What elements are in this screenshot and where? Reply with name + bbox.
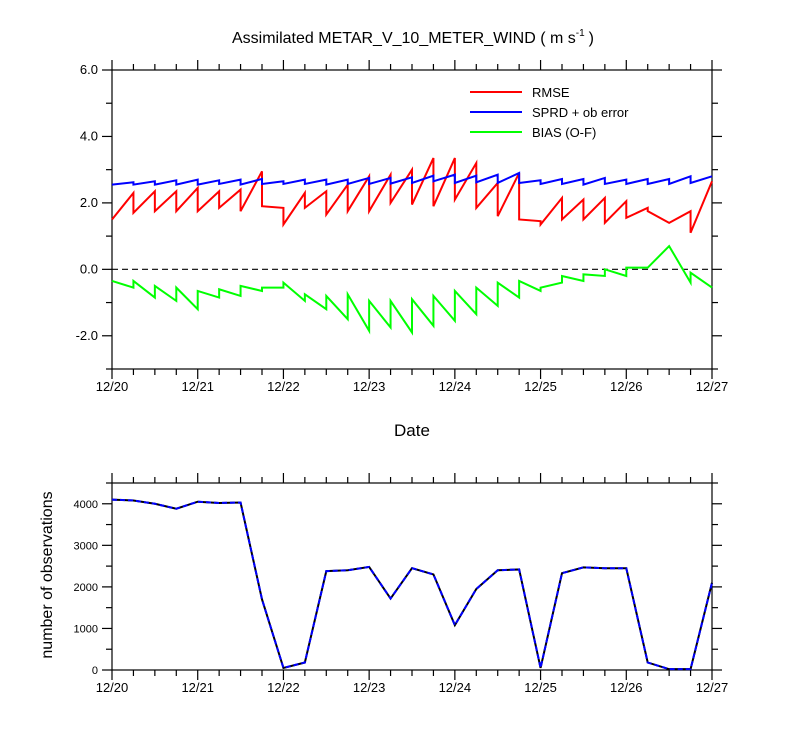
chart-title-superscript: -1 [576,28,585,39]
x-tick-label: 12/23 [353,379,386,394]
x-tick-label: 12/23 [353,680,386,695]
observations-line [111,498,713,671]
sprd-ob-error-line [111,171,713,186]
y-axis-label: number of observations [39,491,56,658]
y-tick-label: 0.0 [80,261,98,276]
x-tick-label: 12/26 [610,680,643,695]
chart-title-close: ) [589,30,594,47]
legend-label: RMSE [532,85,570,100]
x-tick-label: 12/22 [267,379,300,394]
x-tick-label: 12/27 [696,680,729,695]
plot-frame [111,482,713,671]
x-tick-label: 12/27 [696,379,729,394]
x-tick-label: 12/25 [524,680,557,695]
chart-title-main: Assimilated METAR_V_10_METER_WIND ( m s [232,30,576,47]
x-tick-label: 12/26 [610,379,643,394]
y-tick-label: 0 [92,665,98,677]
chart-title: Assimilated METAR_V_10_METER_WIND ( m s-… [232,28,594,47]
x-tick-label: 12/21 [181,680,214,695]
legend-label: SPRD + ob error [532,105,629,120]
y-tick-label: 4.0 [80,128,98,143]
observations-line-shadow [111,498,713,671]
bias-line [111,244,713,336]
top-chart: Assimilated METAR_V_10_METER_WIND ( m s-… [76,28,729,440]
x-tick-label: 12/20 [96,379,129,394]
bottom-chart: number of observations 12/20 12/21 12/22 12… [39,473,728,695]
y-tick-label: 2000 [74,582,98,594]
y-tick-label: 6.0 [80,62,98,77]
x-tick-label: 12/20 [96,680,129,695]
x-tick-label: 12/24 [439,379,472,394]
x-tick-label: 12/24 [439,680,472,695]
y-tick-label: -2.0 [76,328,98,343]
y-tick-label: 1000 [74,623,98,635]
y-tick-label: 3000 [74,540,98,552]
y-tick-label: 4000 [74,499,98,511]
x-axis-label: Date [394,421,430,440]
legend-label: BIAS (O-F) [532,125,596,140]
x-tick-label: 12/22 [267,680,300,695]
rmse-line [111,157,713,234]
x-tick-label: 12/21 [181,379,214,394]
y-tick-label: 2.0 [80,195,98,210]
x-tick-label: 12/25 [524,379,557,394]
